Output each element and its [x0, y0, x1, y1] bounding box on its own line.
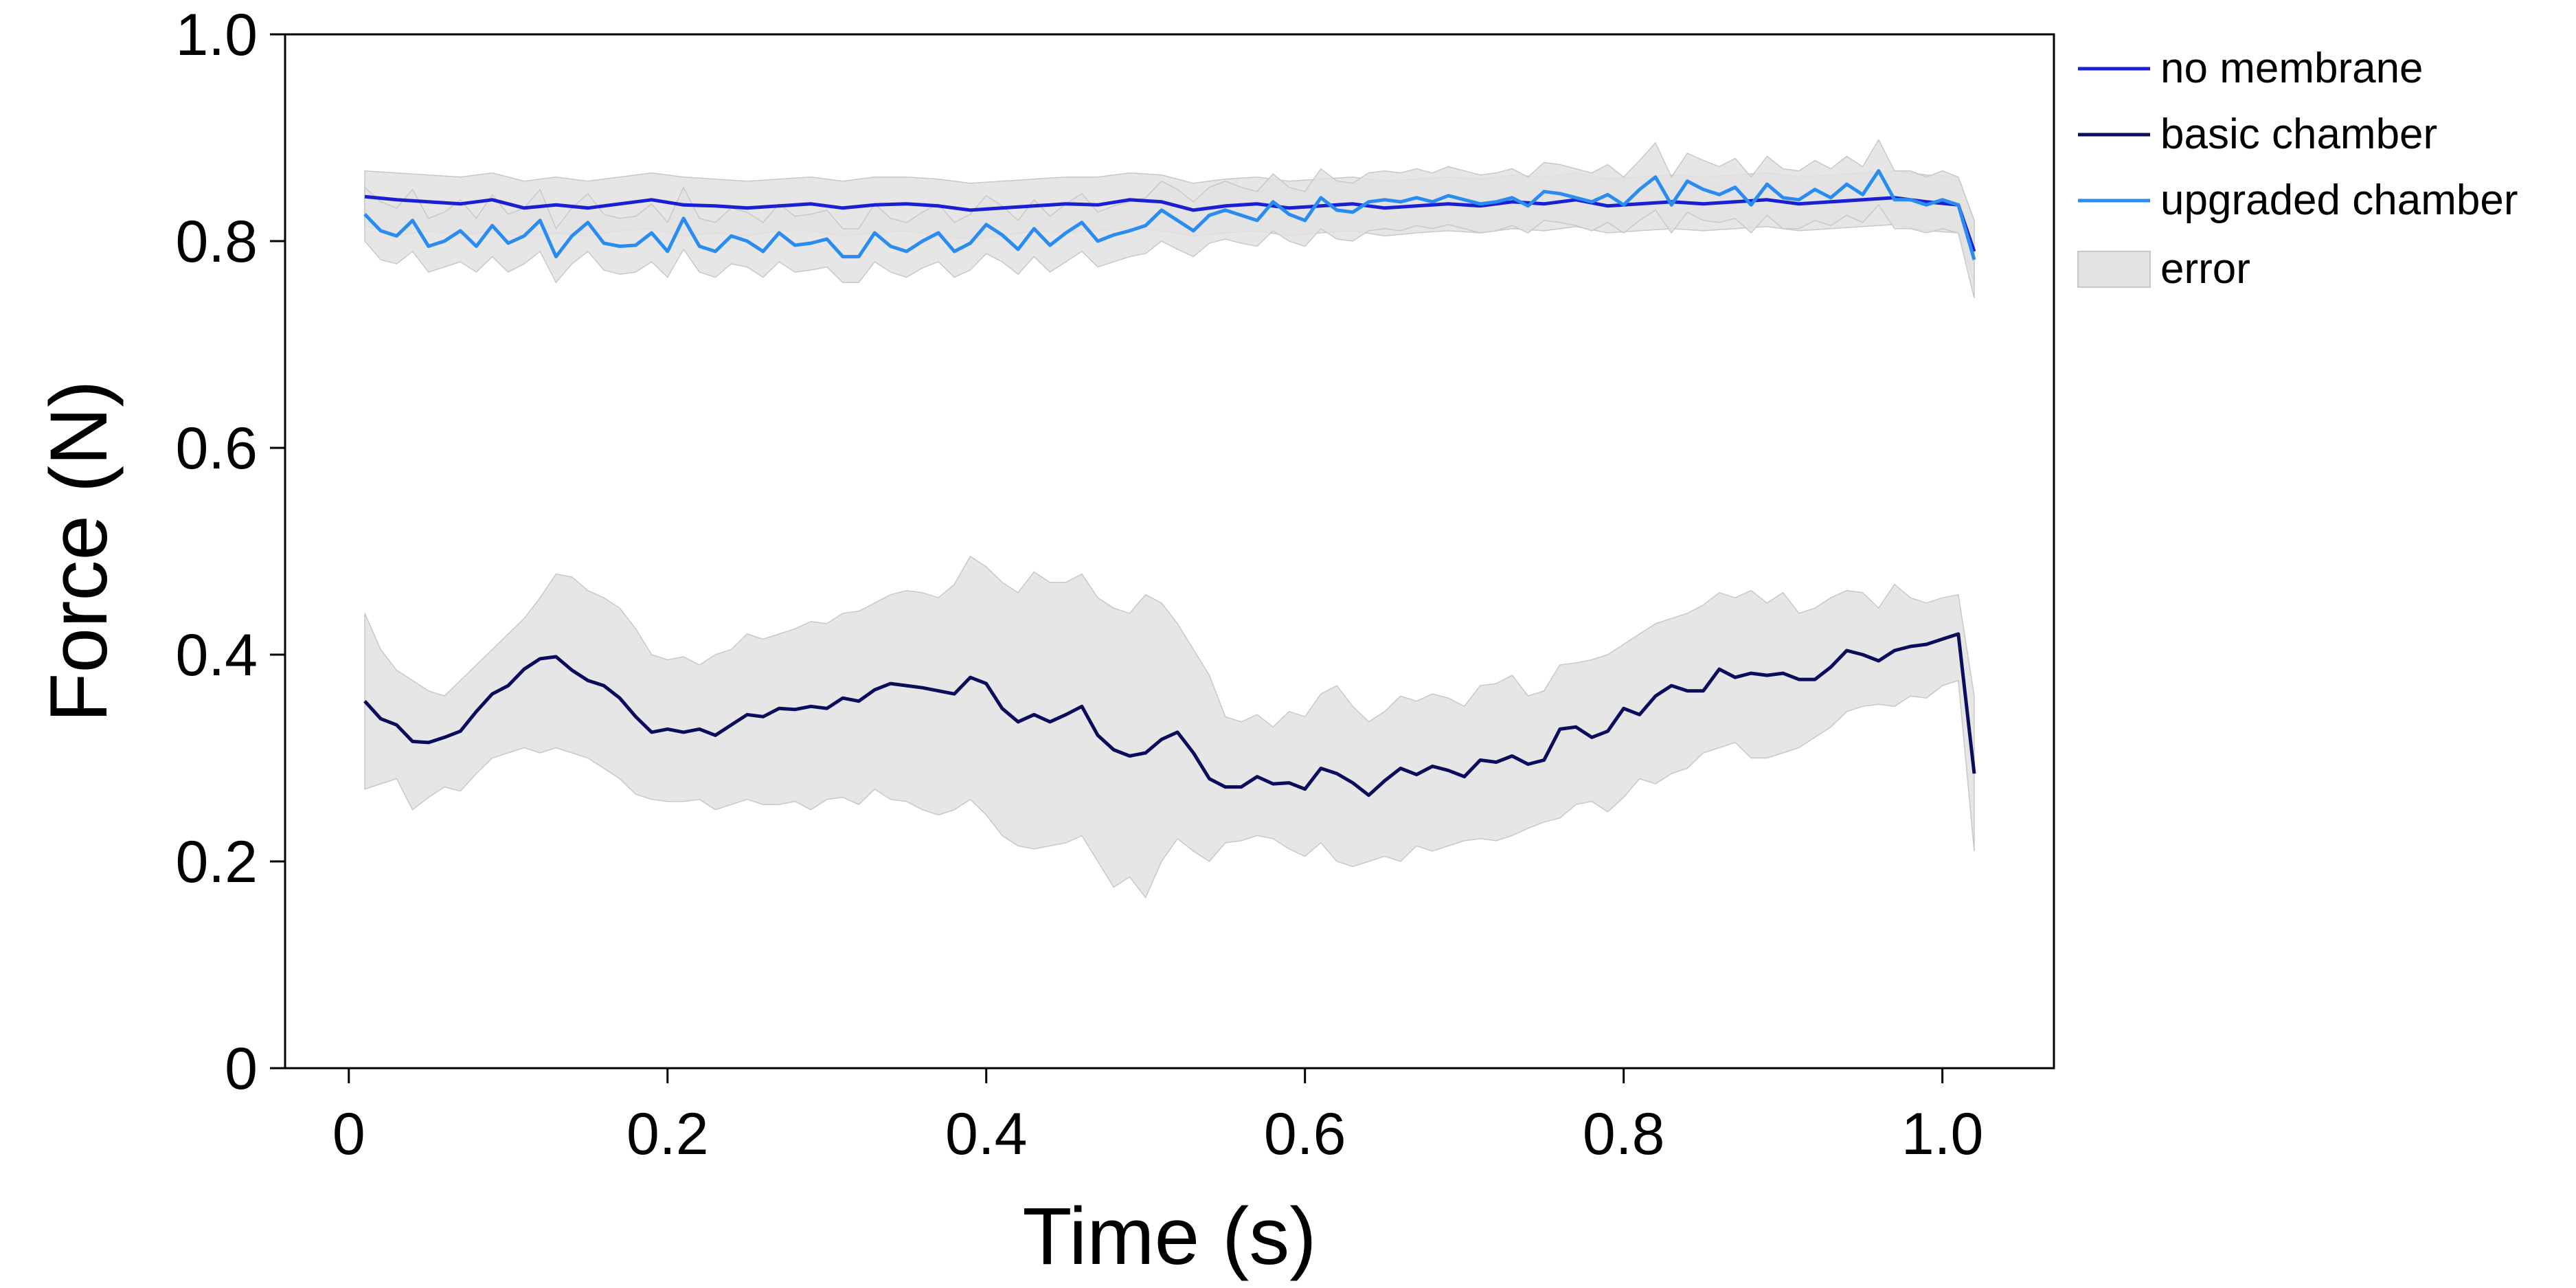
- x-tick-label: 0: [332, 1101, 365, 1167]
- x-tick-label: 0.4: [945, 1101, 1028, 1167]
- plot-frame: [284, 33, 2055, 1070]
- legend-label-0: no membrane: [2160, 45, 2424, 92]
- legend-swatch-error: [2077, 251, 2151, 288]
- y-tick-label: 1.0: [175, 2, 258, 68]
- series-line-1: [363, 632, 1976, 798]
- legend-label-2: upgraded chamber: [2160, 177, 2518, 224]
- error-band-2: [364, 138, 1975, 298]
- y-tick-label: 0.4: [175, 622, 258, 688]
- x-tick-label: 1.0: [1901, 1101, 1984, 1167]
- x-tick-label: 0.2: [626, 1101, 709, 1167]
- series-line-2: [363, 169, 1976, 260]
- error-band-1: [364, 555, 1975, 899]
- y-tick-label: 0.2: [175, 829, 258, 895]
- x-axis: 0 0.2 0.4 0.6 0.8 1.0: [332, 1068, 1984, 1167]
- legend-label-error: error: [2160, 245, 2250, 293]
- x-tick-label: 0.6: [1264, 1101, 1346, 1167]
- x-axis-title: Time (s): [1022, 1191, 1316, 1282]
- y-tick-label: 0: [225, 1036, 258, 1102]
- y-tick-label: 0.6: [175, 416, 258, 482]
- y-axis: 0 0.2 0.4 0.6 0.8 1.0: [175, 2, 285, 1102]
- y-tick-label: 0.8: [175, 209, 258, 275]
- series-line-0: [364, 194, 1976, 252]
- x-tick-label: 0.8: [1583, 1101, 1665, 1167]
- y-axis-title: Force (N): [34, 380, 124, 722]
- legend-label-1: basic chamber: [2160, 111, 2437, 158]
- legend: no membrane basic chamber upgraded chamber…: [2077, 45, 2518, 293]
- series-lines: [363, 169, 1976, 798]
